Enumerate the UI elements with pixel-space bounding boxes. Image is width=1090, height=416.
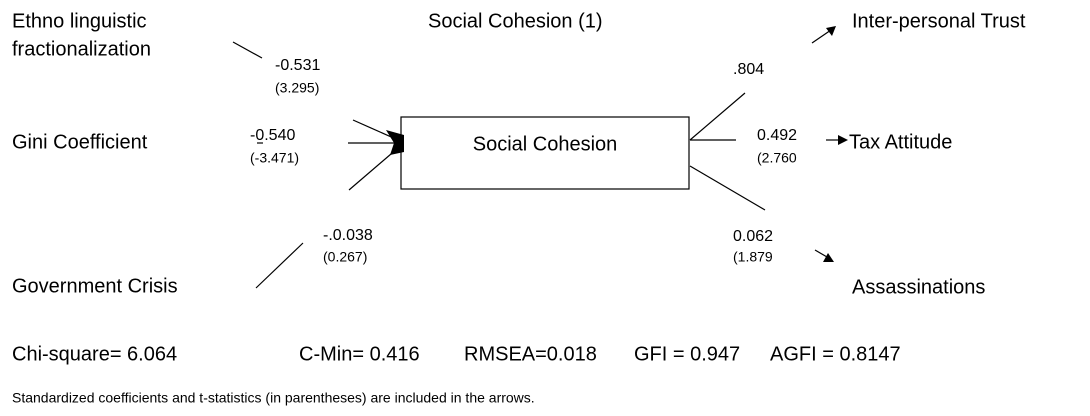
coefficient: .804 xyxy=(733,61,764,78)
t-statistic: (3.295) xyxy=(275,80,319,96)
t-statistic: (2.760 xyxy=(757,150,797,166)
coefficient: -0.540 xyxy=(250,127,295,144)
coefficient: 0.492 xyxy=(757,127,797,144)
edge xyxy=(689,26,848,262)
fit-statistic: RMSEA=0.018 xyxy=(464,343,597,365)
node-label: Government Crisis xyxy=(12,275,178,297)
node-label: Gini Coefficient xyxy=(12,131,148,153)
footnote: Standardized coefficients and t-statisti… xyxy=(12,390,535,406)
node-label: Tax Attitude xyxy=(849,131,952,153)
fit-statistic: Chi-square= 6.064 xyxy=(12,343,177,365)
t-statistic: (0.267) xyxy=(323,249,367,265)
node-label: Inter-personal Trust xyxy=(852,10,1026,32)
diagram-title: Social Cohesion (1) xyxy=(428,10,603,32)
edge xyxy=(232,41,404,289)
coefficient: -.0.038 xyxy=(323,227,373,244)
fit-statistic: GFI = 0.947 xyxy=(634,343,740,365)
node-box xyxy=(400,116,690,190)
coefficient: 0.062 xyxy=(733,228,773,245)
node-label: Assassinations xyxy=(852,276,985,298)
t-statistic: (1.879 xyxy=(733,249,773,265)
t-statistic: (-3.471) xyxy=(250,150,299,166)
fit-statistic: AGFI = 0.8147 xyxy=(770,343,901,365)
node-label: Social Cohesion xyxy=(473,133,618,155)
node-label: fractionalization xyxy=(12,38,151,60)
node-label: Ethno linguistic xyxy=(12,10,147,32)
fit-statistic: C-Min= 0.416 xyxy=(299,343,420,365)
coefficient: -0.531 xyxy=(275,57,320,74)
